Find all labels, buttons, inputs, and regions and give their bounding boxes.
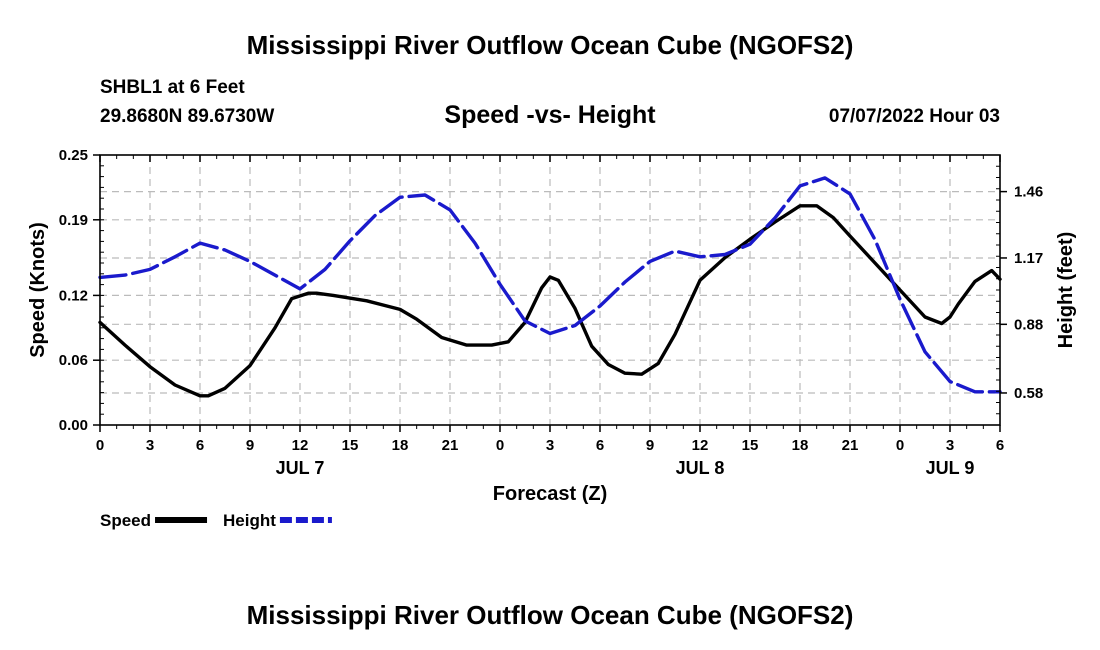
speed-height-chart: 0 3 6 9 12 15 18 21 0 3 6 9 12 15 18 21 0 3 6 0.00 0.06 0.12 0… — [27, 147, 1077, 530]
x-tick-label: 0 — [96, 437, 104, 454]
series-line-height — [98, 176, 1002, 394]
x-tick-label: 0 — [896, 437, 904, 454]
y-tick-label: 0.12 — [59, 287, 88, 304]
x-tick-label: 15 — [742, 437, 759, 454]
legend-label-height: Height — [223, 511, 276, 530]
x-tick-label: 21 — [842, 437, 859, 454]
station-label: SHBL1 at 6 Feet — [100, 77, 245, 98]
x-tick-label: 6 — [196, 437, 204, 454]
x-tick-label: 3 — [146, 437, 154, 454]
chart-subtitle: Speed -vs- Height — [444, 101, 656, 129]
x-tick-label: 6 — [596, 437, 604, 454]
x-tick-label: 9 — [646, 437, 654, 454]
x-tick-label: 18 — [392, 437, 409, 454]
series-line-speed — [98, 204, 1002, 398]
x-axis-title: Forecast (Z) — [493, 483, 607, 505]
day-label: JUL 7 — [276, 458, 325, 478]
x-tick-label: 0 — [496, 437, 504, 454]
series-layer — [98, 176, 1002, 398]
x-tick-label: 12 — [292, 437, 309, 454]
bottom-title: Mississippi River Outflow Ocean Cube (NG… — [246, 600, 854, 630]
plot-frame — [99, 154, 1001, 426]
y-tick-label: 0.19 — [59, 212, 88, 229]
x-tick-label: 6 — [996, 437, 1004, 454]
x-tick-label: 15 — [342, 437, 359, 454]
y2-tick-label: 1.17 — [1014, 250, 1043, 267]
y2-tick-label: 1.46 — [1014, 184, 1043, 201]
x-tick-label: 18 — [792, 437, 809, 454]
x-tick-label: 3 — [946, 437, 954, 454]
legend-label-speed: Speed — [100, 511, 151, 530]
y2-tick-label: 0.58 — [1014, 385, 1043, 402]
y-axis-title: Speed (Knots) — [27, 222, 49, 358]
station-coordinates: 29.8680N 89.6730W — [100, 106, 275, 127]
day-label: JUL 8 — [676, 458, 725, 478]
y2-axis-title: Height (feet) — [1055, 232, 1077, 349]
grid-lines — [100, 155, 1000, 425]
tick-labels: 0 3 6 9 12 15 18 21 0 3 6 9 12 15 18 21 0 3 6 0.00 0.06 0.12 0… — [27, 147, 1077, 530]
axes — [93, 154, 1007, 432]
y2-tick-label: 0.88 — [1014, 316, 1043, 333]
forecast-timestamp: 07/07/2022 Hour 03 — [828, 106, 1000, 127]
top-title: Mississippi River Outflow Ocean Cube (NG… — [246, 30, 854, 60]
x-tick-label: 3 — [546, 437, 554, 454]
x-tick-label: 12 — [692, 437, 709, 454]
y-tick-label: 0.00 — [59, 417, 88, 434]
x-tick-label: 21 — [442, 437, 459, 454]
day-label: JUL 9 — [926, 458, 975, 478]
y-tick-label: 0.06 — [59, 352, 88, 369]
x-tick-label: 9 — [246, 437, 254, 454]
y-tick-label: 0.25 — [59, 147, 88, 164]
